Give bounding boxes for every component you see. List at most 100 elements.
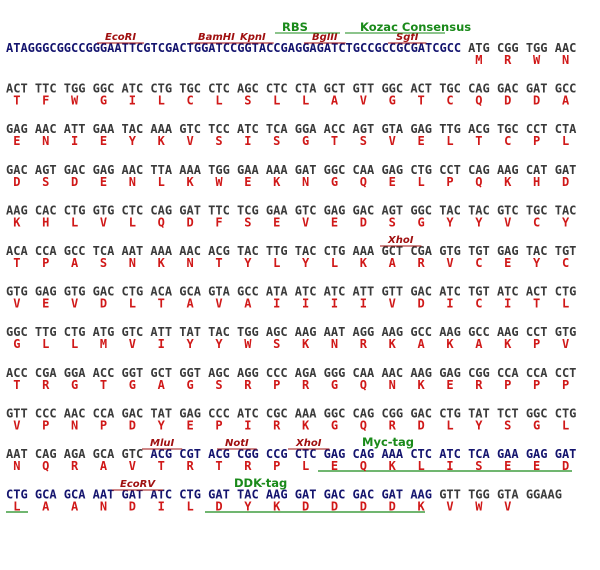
codon: ACG [468, 122, 490, 136]
tag-label: Kozac Consensus [360, 20, 471, 34]
codon: CTG [64, 325, 86, 339]
leader-sequence: ATAGGGCGGCCGGGAATTCGTCGACTGGATCCGGTACCGA… [6, 41, 461, 55]
amino-acid: R [42, 378, 50, 392]
codon: CCC [35, 406, 57, 420]
amino-acid: I [71, 134, 78, 148]
codon: TCA [93, 244, 115, 258]
amino-acid: H [533, 175, 540, 189]
amino-acid: V [129, 459, 136, 473]
amino-acid: G [331, 175, 338, 189]
codon: CAG [353, 406, 375, 420]
amino-acid: V [129, 337, 136, 351]
codon: GCA [64, 488, 86, 502]
amino-acid: Y [475, 418, 483, 432]
codon: CGT [179, 447, 201, 461]
amino-acid: Q [475, 94, 482, 108]
codon: CCT [439, 163, 461, 177]
codon: GGA [64, 366, 86, 380]
amino-acid: N [302, 175, 309, 189]
amino-acid: T [100, 378, 107, 392]
amino-acid: T [331, 134, 338, 148]
amino-acid: I [331, 297, 338, 311]
amino-acid: P [504, 378, 511, 392]
codon: ATC [122, 82, 144, 96]
amino-acid: S [475, 459, 482, 473]
amino-acid: T [158, 459, 165, 473]
codon: GAT [555, 447, 577, 461]
site-label: XhoI [387, 235, 414, 246]
amino-acid: Y [562, 215, 570, 229]
amino-acid: T [418, 94, 425, 108]
amino-acid: I [504, 297, 511, 311]
codon: AAC [381, 366, 403, 380]
codon: GAG [324, 447, 346, 461]
amino-acid: P [215, 418, 222, 432]
codon: AAT [6, 447, 28, 461]
codon: AGC [266, 325, 288, 339]
amino-acid: T [215, 256, 222, 270]
codon: TGG [208, 163, 230, 177]
codon: AAC [35, 122, 57, 136]
amino-acid: L [13, 500, 20, 514]
amino-acid: A [244, 297, 252, 311]
amino-acid: V [100, 215, 107, 229]
amino-acid: L [42, 337, 49, 351]
codon: ACT [526, 285, 548, 299]
amino-acid: L [418, 175, 425, 189]
codon: TGG [237, 325, 259, 339]
amino-acid: E [331, 215, 338, 229]
amino-acid: P [562, 378, 569, 392]
codon: AAA [179, 163, 201, 177]
codon: GAC [64, 163, 86, 177]
site-label: EcoRV [120, 479, 156, 490]
codon: AGG [237, 366, 259, 380]
codon: CTG [439, 406, 461, 420]
codon: ATC [237, 406, 259, 420]
codon: CAG [150, 203, 172, 217]
amino-acid: R [71, 459, 79, 473]
amino-acid: A [331, 94, 339, 108]
codon: TAC [526, 244, 548, 258]
codon: ACC [6, 366, 28, 380]
codon: TCC [208, 122, 230, 136]
amino-acid: T [13, 256, 20, 270]
codon: GTT [353, 82, 375, 96]
amino-acid: V [562, 337, 569, 351]
amino-acid: L [71, 215, 78, 229]
amino-acid: P [273, 459, 280, 473]
amino-acid: E [331, 459, 338, 473]
amino-acid: Y [215, 337, 223, 351]
amino-acid: G [331, 378, 338, 392]
amino-acid: K [418, 378, 426, 392]
codon: CCG [266, 447, 288, 461]
amino-acid: Q [42, 459, 49, 473]
codon: CTG [122, 285, 144, 299]
amino-acid: L [71, 337, 78, 351]
codon: CCA [35, 244, 57, 258]
amino-acid: K [389, 337, 397, 351]
amino-acid: V [215, 297, 222, 311]
amino-acid: R [475, 378, 483, 392]
codon: GGC [6, 325, 28, 339]
codon: GAT [295, 163, 317, 177]
codon: ATC [295, 285, 317, 299]
amino-acid: P [42, 256, 49, 270]
codon: CTC [208, 82, 230, 96]
amino-acid: N [129, 175, 136, 189]
codon: ACG [208, 447, 230, 461]
amino-acid: C [446, 94, 453, 108]
codon: ATT [353, 285, 375, 299]
codon: GCC [410, 325, 432, 339]
codon: TCT [497, 406, 519, 420]
codon: CTG [179, 488, 201, 502]
amino-acid: A [562, 94, 570, 108]
codon: AGG [353, 325, 375, 339]
codon: CAC [35, 203, 57, 217]
amino-acid: R [504, 53, 512, 67]
site-label: XhoI [295, 438, 322, 449]
amino-acid: R [244, 459, 252, 473]
amino-acid: Y [302, 256, 310, 270]
amino-acid: K [187, 175, 195, 189]
codon: GCT [381, 244, 403, 258]
